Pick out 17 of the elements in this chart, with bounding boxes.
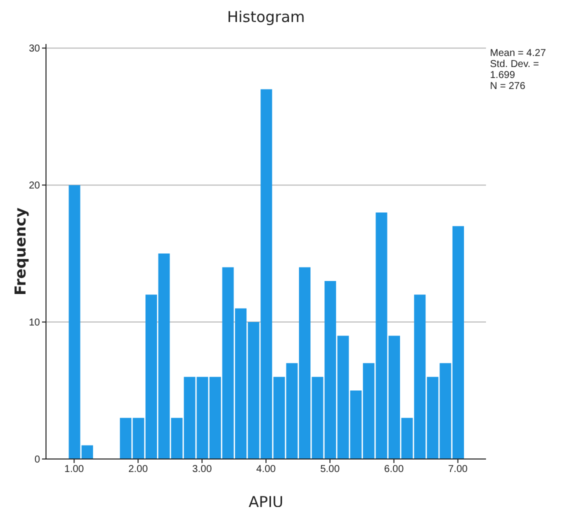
x-tick-label: 6.00 <box>384 464 404 476</box>
y-tick-label: 30 <box>28 44 40 55</box>
text: N = 276 <box>490 81 526 92</box>
y-tick-label: 20 <box>28 180 40 192</box>
text: Mean = 4.27 <box>490 48 547 59</box>
x-tick-label: 7.00 <box>448 464 468 476</box>
x-tick-label: 4.00 <box>256 464 276 476</box>
text: Std. Dev. = 1.699 <box>490 59 540 81</box>
chart-title: Histogram <box>226 8 306 26</box>
x-tick-label: 1.00 <box>64 464 84 476</box>
y-axis-title: Frequency <box>11 207 30 296</box>
x-axis-title: APIU <box>248 493 284 511</box>
x-tick-label: 3.00 <box>192 464 212 476</box>
y-tick-label: 0 <box>34 454 40 466</box>
x-tick-label: 5.00 <box>320 464 340 476</box>
x-tick-label: 2.00 <box>128 464 148 476</box>
y-tick-label: 10 <box>28 318 40 329</box>
